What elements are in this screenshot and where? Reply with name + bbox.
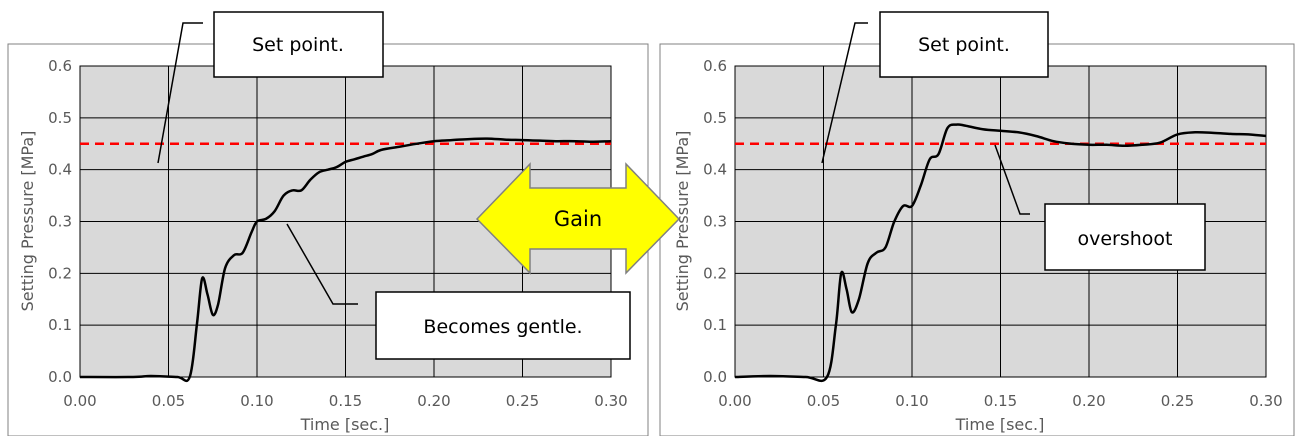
x-axis-label-left: Time [sec.] [300,415,390,434]
x-tick-label: 0.05 [807,392,840,410]
y-tick-label: 0.6 [48,57,72,75]
y-tick-label: 0.5 [703,109,727,127]
x-tick-label: 0.25 [1161,392,1194,410]
x-tick-labels-right: 0.00 0.05 0.10 0.15 0.20 0.25 0.30 [718,392,1282,410]
setpoint-leader-left [157,22,203,164]
x-tick-label: 0.20 [417,392,450,410]
y-tick-label: 0.3 [48,213,72,231]
gain-arrow: Gain [475,162,681,275]
y-tick-label: 0.0 [703,368,727,386]
x-tick-label: 0.10 [895,392,928,410]
series-line-left [79,137,612,383]
x-tick-label: 0.00 [63,392,96,410]
y-tick-labels-left: 0.0 0.1 0.2 0.3 0.4 0.5 0.6 [48,57,72,386]
chart-right: 0.00.10.20.30.40.50.6 0.00 0.05 0.10 0.15 0.… [659,11,1295,436]
setpoint-leader-right [821,22,868,164]
y-tick-label: 0.2 [703,264,727,282]
y-tick-label: 0.2 [48,264,72,282]
setpoint-callout-text-left: Set point. [252,34,344,56]
series-line-right [734,123,1267,383]
x-tick-label: 0.15 [329,392,362,410]
y-tick-label: 0.5 [48,109,72,127]
overshoot-callout-box [1044,203,1206,271]
y-tick-label: 0.4 [48,161,72,179]
y-tick-label: 0.6 [703,57,727,75]
overshoot-leader [994,144,1030,215]
gain-arrow-label: Gain [554,207,602,231]
x-tick-label: 0.10 [240,392,273,410]
setpoint-callout-box-right [879,11,1049,78]
x-tick-label: 0.30 [1249,392,1282,410]
gentle-leader [286,223,358,305]
gain-double-arrow-shape [475,162,681,275]
x-tick-label: 0.20 [1072,392,1105,410]
overshoot-callout-text: overshoot [1077,228,1172,250]
y-tick-labels-right: 0.0 0.1 0.2 0.3 0.4 0.5 0.6 [703,57,727,386]
y-axis-label-right: Setting Pressure [MPa] [673,131,692,312]
y-tick-label: 0.0 [48,368,72,386]
y-tick-label: 0.1 [48,316,72,334]
setpoint-callout-text-right: Set point. [918,34,1010,56]
x-tick-label: 0.00 [718,392,751,410]
x-tick-label: 0.15 [984,392,1017,410]
x-tick-label: 0.30 [594,392,627,410]
y-tick-label: 0.4 [703,161,727,179]
y-tick-label: 0.1 [703,316,727,334]
x-tick-label: 0.05 [152,392,185,410]
x-tick-labels-left: 0.00 0.05 0.10 0.15 0.20 0.25 0.30 [63,392,627,410]
x-axis-label-right: Time [sec.] [955,415,1045,434]
setpoint-callout-box-left [213,11,384,78]
y-axis-label-left: Setting Pressure [MPa] [18,131,37,312]
y-tick-label: 0.3 [703,213,727,231]
gentle-callout-box [375,291,631,360]
x-tick-label: 0.25 [506,392,539,410]
gentle-callout-text: Becomes gentle. [423,316,582,338]
